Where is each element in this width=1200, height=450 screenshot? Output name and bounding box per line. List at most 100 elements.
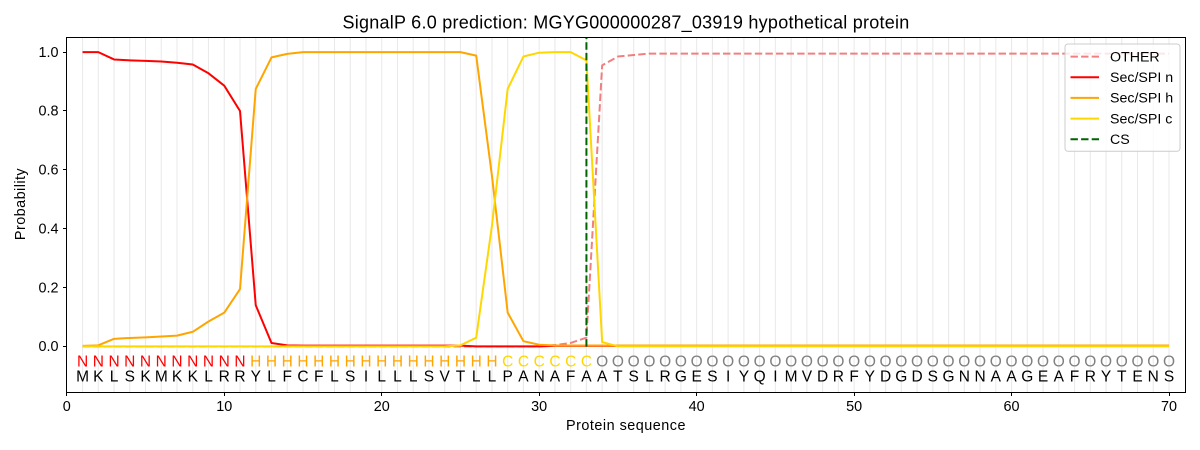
- svg-text:O: O: [769, 353, 781, 370]
- svg-text:0.4: 0.4: [38, 221, 58, 237]
- svg-text:R: R: [833, 368, 844, 385]
- svg-text:O: O: [958, 353, 970, 370]
- svg-text:D: D: [817, 368, 828, 385]
- svg-text:Y: Y: [1101, 368, 1111, 385]
- svg-text:H: H: [345, 353, 356, 370]
- svg-text:I: I: [773, 368, 777, 385]
- svg-text:V: V: [440, 368, 451, 385]
- svg-text:Protein sequence: Protein sequence: [566, 418, 686, 434]
- svg-text:R: R: [219, 368, 230, 385]
- svg-text:O: O: [722, 353, 734, 370]
- svg-text:L: L: [645, 368, 654, 385]
- svg-text:O: O: [612, 353, 624, 370]
- svg-text:30: 30: [531, 399, 547, 415]
- svg-text:N: N: [534, 368, 545, 385]
- svg-text:O: O: [706, 353, 718, 370]
- svg-text:40: 40: [689, 399, 705, 415]
- svg-text:O: O: [1021, 353, 1033, 370]
- svg-text:0.0: 0.0: [38, 339, 58, 355]
- svg-text:N: N: [959, 368, 970, 385]
- svg-text:0.6: 0.6: [38, 163, 58, 179]
- svg-text:R: R: [234, 368, 245, 385]
- svg-text:N: N: [108, 353, 119, 370]
- svg-text:G: G: [675, 368, 687, 385]
- svg-text:H: H: [392, 353, 403, 370]
- svg-text:Q: Q: [754, 368, 766, 385]
- svg-text:O: O: [596, 353, 608, 370]
- svg-text:N: N: [156, 353, 167, 370]
- svg-text:S: S: [1164, 368, 1174, 385]
- svg-text:C: C: [534, 353, 545, 370]
- svg-text:O: O: [675, 353, 687, 370]
- svg-text:N: N: [187, 353, 198, 370]
- svg-text:C: C: [518, 353, 529, 370]
- svg-text:O: O: [817, 353, 829, 370]
- svg-text:O: O: [1163, 353, 1175, 370]
- svg-text:Y: Y: [251, 368, 261, 385]
- svg-text:L: L: [267, 368, 276, 385]
- svg-text:H: H: [486, 353, 497, 370]
- svg-text:O: O: [1069, 353, 1081, 370]
- svg-text:A: A: [597, 368, 608, 385]
- svg-text:0.8: 0.8: [38, 104, 58, 120]
- svg-text:H: H: [439, 353, 450, 370]
- svg-text:R: R: [660, 368, 671, 385]
- svg-text:Sec/SPI h: Sec/SPI h: [1110, 91, 1173, 107]
- svg-text:C: C: [297, 368, 308, 385]
- svg-text:F: F: [314, 368, 323, 385]
- svg-text:10: 10: [216, 399, 232, 415]
- svg-text:O: O: [643, 353, 655, 370]
- svg-text:A: A: [991, 368, 1002, 385]
- svg-text:S: S: [125, 368, 135, 385]
- svg-text:C: C: [565, 353, 576, 370]
- svg-text:O: O: [911, 353, 923, 370]
- svg-text:O: O: [785, 353, 797, 370]
- svg-text:E: E: [691, 368, 701, 385]
- svg-text:L: L: [110, 368, 119, 385]
- svg-text:L: L: [393, 368, 402, 385]
- svg-text:O: O: [864, 353, 876, 370]
- svg-text:L: L: [488, 368, 497, 385]
- svg-text:OTHER: OTHER: [1110, 49, 1160, 65]
- svg-text:A: A: [581, 368, 592, 385]
- svg-text:P: P: [503, 368, 513, 385]
- svg-text:R: R: [1085, 368, 1096, 385]
- svg-text:H: H: [423, 353, 434, 370]
- svg-text:O: O: [927, 353, 939, 370]
- svg-text:F: F: [849, 368, 858, 385]
- svg-text:A: A: [550, 368, 561, 385]
- svg-text:C: C: [549, 353, 560, 370]
- svg-text:G: G: [895, 368, 907, 385]
- svg-text:O: O: [1147, 353, 1159, 370]
- svg-text:O: O: [1084, 353, 1096, 370]
- svg-text:K: K: [140, 368, 151, 385]
- svg-text:H: H: [266, 353, 277, 370]
- svg-text:Y: Y: [739, 368, 749, 385]
- svg-text:H: H: [471, 353, 482, 370]
- svg-text:O: O: [1053, 353, 1065, 370]
- svg-text:N: N: [140, 353, 151, 370]
- svg-text:D: D: [880, 368, 891, 385]
- svg-text:O: O: [974, 353, 986, 370]
- svg-text:O: O: [1100, 353, 1112, 370]
- svg-text:1.0: 1.0: [38, 45, 58, 61]
- svg-text:70: 70: [1161, 399, 1177, 415]
- svg-text:0.2: 0.2: [38, 280, 58, 296]
- svg-text:F: F: [283, 368, 292, 385]
- svg-text:O: O: [832, 353, 844, 370]
- svg-text:O: O: [659, 353, 671, 370]
- svg-text:S: S: [628, 368, 638, 385]
- svg-text:S: S: [345, 368, 355, 385]
- svg-text:N: N: [77, 353, 88, 370]
- svg-text:0: 0: [63, 399, 71, 415]
- svg-text:O: O: [895, 353, 907, 370]
- svg-text:60: 60: [1004, 399, 1020, 415]
- svg-text:H: H: [455, 353, 466, 370]
- svg-text:O: O: [1131, 353, 1143, 370]
- svg-text:N: N: [171, 353, 182, 370]
- svg-text:K: K: [93, 368, 104, 385]
- svg-text:S: S: [707, 368, 717, 385]
- svg-text:V: V: [802, 368, 813, 385]
- svg-text:50: 50: [846, 399, 862, 415]
- svg-text:L: L: [377, 368, 386, 385]
